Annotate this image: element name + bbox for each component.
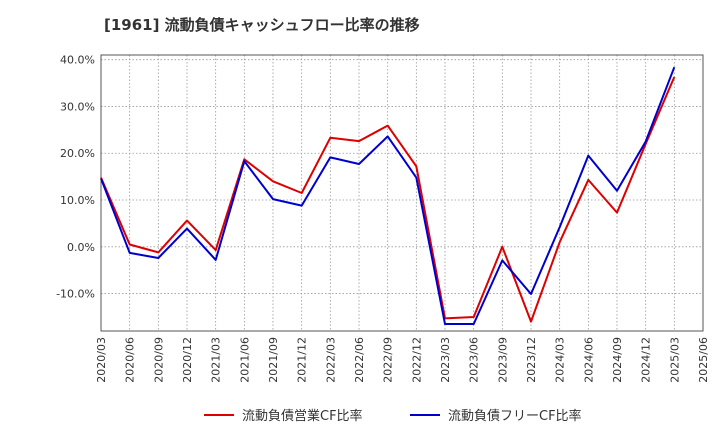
- x-tick-label: 2020/09: [152, 337, 165, 383]
- axis-layer: -10.0% 0.0% 10.0% 20.0% 30.0% 40.0% 2020/03 202…: [56, 54, 710, 383]
- y-tick-label: 30.0%: [60, 100, 95, 113]
- chart-title: [1961] 流動負債キャッシュフロー比率の推移: [104, 16, 420, 34]
- series-line: [100, 66, 676, 325]
- x-tick-label: 2020/03: [95, 337, 108, 383]
- y-tick-label: 0.0%: [67, 241, 95, 254]
- x-tick-label: 2021/06: [238, 337, 251, 383]
- x-tick-label: 2023/12: [525, 337, 538, 383]
- x-tick-label: 2024/12: [640, 337, 653, 383]
- x-tick-label: 2023/09: [496, 337, 509, 383]
- legend: 流動負債営業CF比率 流動負債フリーCF比率: [204, 408, 582, 424]
- x-tick-label: 2023/06: [468, 337, 481, 383]
- x-tick-label: 2022/06: [353, 337, 366, 383]
- y-tick-label: 40.0%: [60, 54, 95, 67]
- y-tick-label: 10.0%: [60, 194, 95, 207]
- legend-label: 流動負債フリーCF比率: [448, 408, 582, 424]
- x-tick-label: 2025/06: [697, 337, 710, 383]
- x-tick-label: 2022/09: [382, 337, 395, 383]
- x-tick-label: 2021/12: [296, 337, 309, 383]
- x-tick-label: 2024/06: [582, 337, 595, 383]
- legend-label: 流動負債営業CF比率: [242, 408, 363, 424]
- series-line: [100, 76, 676, 323]
- x-tick-label: 2024/03: [554, 337, 567, 383]
- x-tick-label: 2023/03: [439, 337, 452, 383]
- plot-area: [101, 55, 703, 331]
- series-layer: [100, 66, 676, 325]
- y-tick-label: -10.0%: [56, 288, 95, 301]
- x-tick-label: 2022/03: [324, 337, 337, 383]
- x-tick-label: 2020/06: [124, 337, 137, 383]
- x-tick-label: 2020/12: [181, 337, 194, 383]
- y-tick-label: 20.0%: [60, 147, 95, 160]
- x-tick-label: 2024/09: [611, 337, 624, 383]
- grid-layer: [100, 55, 704, 331]
- x-tick-label: 2021/09: [267, 337, 280, 383]
- x-tick-label: 2025/03: [668, 337, 681, 383]
- x-tick-label: 2022/12: [410, 337, 423, 383]
- plot-border: [100, 54, 704, 332]
- x-tick-label: 2021/03: [210, 337, 223, 383]
